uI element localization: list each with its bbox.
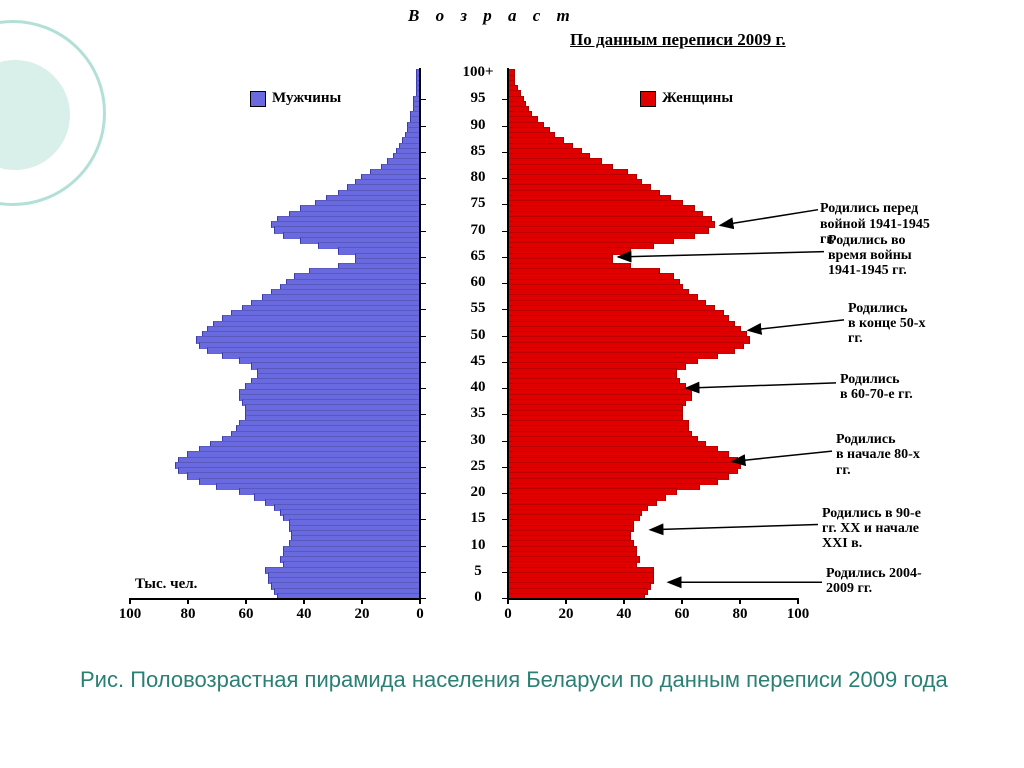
annotation: Родились в 90-егг. XX и началеXXI в. xyxy=(822,506,921,551)
age-tick-label: 20 xyxy=(458,484,498,501)
age-tick-label: 30 xyxy=(458,432,498,449)
male-chart xyxy=(130,68,420,598)
female-xtick-label: 100 xyxy=(780,606,816,623)
male-xtick-label: 60 xyxy=(228,606,264,623)
annotation: Родилисьв 60-70-е гг. xyxy=(840,372,913,402)
age-tick-label: 60 xyxy=(458,274,498,291)
female-xtick-label: 0 xyxy=(490,606,526,623)
female-xtick-label: 40 xyxy=(606,606,642,623)
age-tick-label: 95 xyxy=(458,90,498,107)
annotation: Родилисьв конце 50-хгг. xyxy=(848,301,925,346)
male-xtick-label: 0 xyxy=(402,606,438,623)
age-tick-label: 25 xyxy=(458,458,498,475)
annotation: Родились 2004-2009 гг. xyxy=(826,566,922,596)
age-tick-label: 45 xyxy=(458,353,498,370)
male-xtick-label: 80 xyxy=(170,606,206,623)
age-tick-label: 75 xyxy=(458,195,498,212)
male-xtick-label: 20 xyxy=(344,606,380,623)
age-tick-label: 50 xyxy=(458,327,498,344)
age-tick-label: 85 xyxy=(458,143,498,160)
male-xtick-label: 40 xyxy=(286,606,322,623)
age-tick-label: 65 xyxy=(458,248,498,265)
age-tick-label: 15 xyxy=(458,510,498,527)
female-xtick-label: 80 xyxy=(722,606,758,623)
male-xtick-label: 100 xyxy=(112,606,148,623)
age-tick-label: 40 xyxy=(458,379,498,396)
figure-caption: Рис. Половозрастная пирамида населения Б… xyxy=(80,660,960,700)
age-tick-label: 35 xyxy=(458,405,498,422)
age-tick-label: 5 xyxy=(458,563,498,580)
female-xtick-label: 60 xyxy=(664,606,700,623)
age-tick-label: 10 xyxy=(458,537,498,554)
annotation: Родились вовремя войны1941-1945 гг. xyxy=(828,233,912,278)
age-tick-label: 0 xyxy=(458,589,498,606)
age-tick-label: 70 xyxy=(458,222,498,239)
female-chart xyxy=(508,68,798,598)
chart-top-title: В о з р а с т xyxy=(408,6,576,26)
annotation: Родилисьв начале 80-хгг. xyxy=(836,432,920,477)
female-xtick-label: 20 xyxy=(548,606,584,623)
age-tick-label: 90 xyxy=(458,117,498,134)
axis-unit-label: Тыс. чел. xyxy=(135,576,197,593)
age-tick-label: 55 xyxy=(458,300,498,317)
age-tick-label: 80 xyxy=(458,169,498,186)
census-title: По данным переписи 2009 г. xyxy=(570,30,786,50)
age-tick-label: 100+ xyxy=(458,64,498,81)
